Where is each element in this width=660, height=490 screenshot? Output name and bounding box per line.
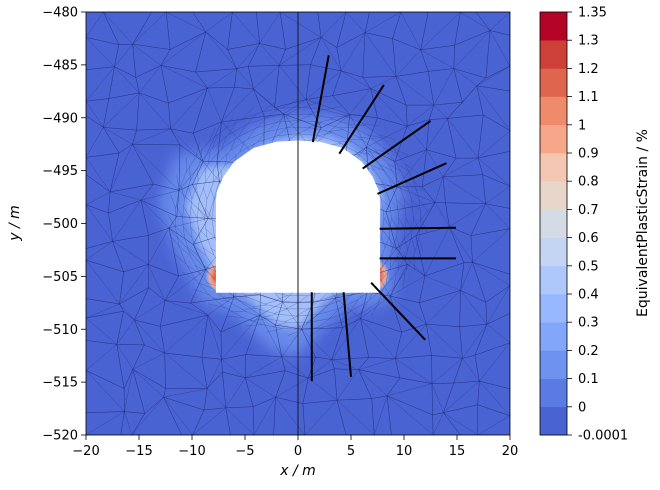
colorbar-band	[540, 265, 567, 295]
colorbar-tick-label: 1.3	[578, 34, 599, 49]
boreholes	[310, 55, 456, 382]
borehole-7	[370, 282, 426, 341]
borehole-2	[338, 84, 385, 155]
colorbar-band	[540, 350, 567, 379]
colorbar-band	[540, 153, 567, 182]
colorbar-tick-label: 0.3	[578, 316, 599, 331]
colorbar-band	[540, 378, 567, 408]
colorbar-band	[540, 209, 567, 238]
colorbar-tick-label: 0.2	[578, 344, 599, 359]
borehole-1	[311, 55, 330, 143]
colorbar-tick-label: 0.8	[578, 175, 599, 190]
borehole-3	[362, 120, 432, 170]
y-tick-label: −495	[42, 164, 78, 179]
colorbar-band	[540, 237, 567, 267]
colorbar-band	[540, 294, 567, 323]
x-tick-label: 15	[449, 444, 466, 459]
colorbar-tick-label: 0.5	[578, 259, 599, 274]
y-tick-label: −520	[42, 429, 78, 444]
colorbar-tick-label: 1.2	[578, 62, 599, 77]
colorbar-tick-label: 0.4	[578, 288, 599, 303]
x-axis-label: x / m	[279, 463, 316, 479]
y-tick-label: −500	[42, 217, 78, 232]
x-tick-label: 0	[294, 444, 302, 459]
y-tick-label: −510	[42, 323, 78, 338]
colorbar-frame	[539, 11, 568, 436]
colorbar-tick-label: 1	[578, 118, 586, 133]
borehole-5	[379, 226, 456, 230]
colorbar-tick-label: 0.7	[578, 203, 599, 218]
colorbar-band	[540, 406, 567, 436]
colorbar: -0.0001 0 0.1 0.2 0.3 0.4 0.5 0.6 0.7 0.8 0.9 1 1.1 1…	[539, 6, 628, 444]
colorbar-band	[540, 124, 567, 154]
colorbar-band	[540, 40, 567, 69]
colorbar-tick-label: 0	[578, 400, 586, 415]
y-tick-label: −515	[42, 376, 78, 391]
colorbar-tick-label: 1.35	[578, 6, 607, 21]
colorbar-band	[540, 322, 567, 351]
x-tick-label: 5	[347, 444, 355, 459]
x-tick-label: −5	[235, 444, 254, 459]
y-tick-label: −485	[42, 58, 78, 73]
y-tick-label: −490	[42, 111, 78, 126]
colorbar-band	[540, 12, 567, 41]
x-tick-label: −10	[178, 444, 205, 459]
x-tick-label: −15	[125, 444, 152, 459]
y-axis-label: y / m	[7, 205, 23, 242]
x-ticks: −20 −15 −10 −5 0 5 10 15 20	[72, 435, 518, 459]
borehole-4	[377, 162, 447, 195]
y-tick-label: −505	[42, 270, 78, 285]
y-tick-label: −480	[42, 6, 78, 21]
colorbar-tick-label: -0.0001	[578, 429, 628, 444]
colorbar-band	[540, 68, 567, 97]
colorbar-band	[540, 181, 567, 210]
colorbar-tick-label: 0.1	[578, 372, 599, 387]
x-tick-label: 20	[502, 444, 519, 459]
colorbar-tick-label: 0.9	[578, 147, 599, 162]
colorbar-label: EquivalentPlasticStrain / %	[635, 129, 651, 317]
x-tick-label: 10	[396, 444, 413, 459]
x-tick-label: −20	[72, 444, 99, 459]
y-ticks: −520 −515 −510 −505 −500 −495 −490 −485 −480	[42, 6, 86, 444]
borehole-8	[342, 292, 352, 377]
colorbar-band	[540, 96, 567, 126]
colorbar-tick-label: 1.1	[578, 90, 599, 105]
plot-area	[86, 12, 510, 435]
colorbar-tick-label: 0.6	[578, 231, 599, 246]
